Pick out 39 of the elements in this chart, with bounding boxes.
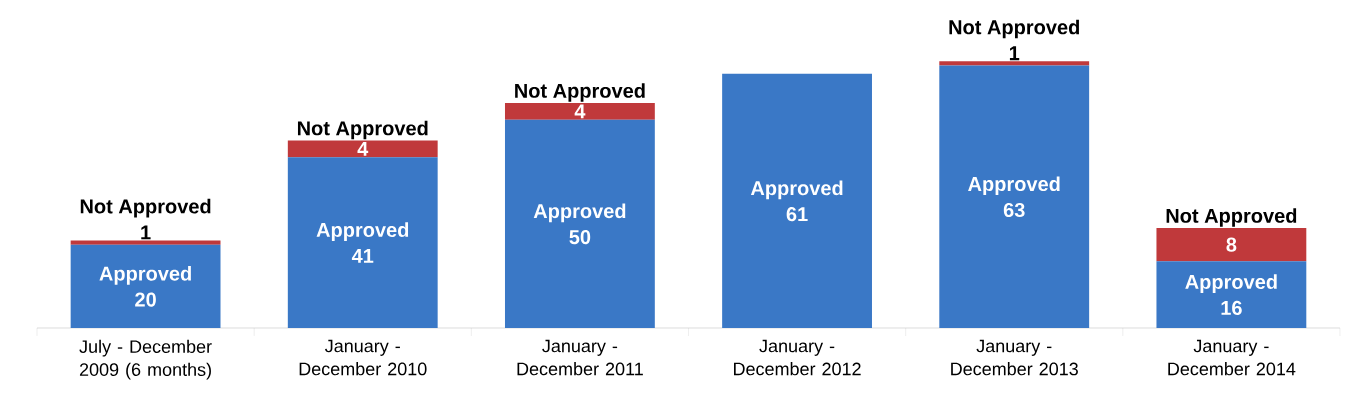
text: Not Approved: [515, 83, 645, 102]
text: Approved: [750, 180, 843, 200]
bar: [504, 103, 655, 120]
x-tick-label: January - December 2013: [951, 339, 1078, 376]
bar: [939, 61, 1090, 66]
data-label: 8: [1226, 237, 1237, 252]
bar: [1156, 261, 1307, 328]
text: Not Approved: [1166, 208, 1297, 227]
series-label: Not Approved: [297, 120, 428, 140]
data-label: 20: [135, 292, 156, 307]
bar: [722, 73, 872, 328]
data-label: 4: [357, 141, 369, 156]
bar: [504, 119, 655, 328]
x-tick-label: January - December 2011: [517, 339, 643, 376]
bar: [70, 240, 221, 245]
text: Not Approved: [949, 19, 1079, 39]
text: Approved: [99, 265, 191, 285]
data-label: 63: [1003, 202, 1025, 218]
bar: [287, 140, 438, 158]
data-label: 1: [141, 225, 151, 240]
bar: [70, 244, 221, 328]
data-label: 50: [569, 230, 591, 245]
x-tick-label: January - December 2012: [734, 339, 861, 376]
bar: [939, 65, 1090, 328]
data-label: 1: [1009, 46, 1020, 61]
bar: [287, 157, 438, 328]
data-label: 16: [1221, 300, 1242, 316]
text: Not Approved: [80, 198, 211, 218]
x-tick-label: January - December 2014: [1168, 339, 1296, 376]
text: Approved: [316, 222, 409, 241]
data-label: 41: [351, 249, 374, 263]
x-tick-label: January - December 2010: [299, 339, 427, 376]
x-tick-label: July - December 2009 (6 months): [79, 339, 212, 380]
series-label: Approved: [1185, 274, 1277, 293]
text: Approved: [533, 203, 626, 223]
text: Approved: [968, 176, 1060, 196]
data-label: 4: [574, 104, 586, 119]
bar: [1156, 228, 1307, 262]
data-label: 61: [786, 207, 808, 222]
